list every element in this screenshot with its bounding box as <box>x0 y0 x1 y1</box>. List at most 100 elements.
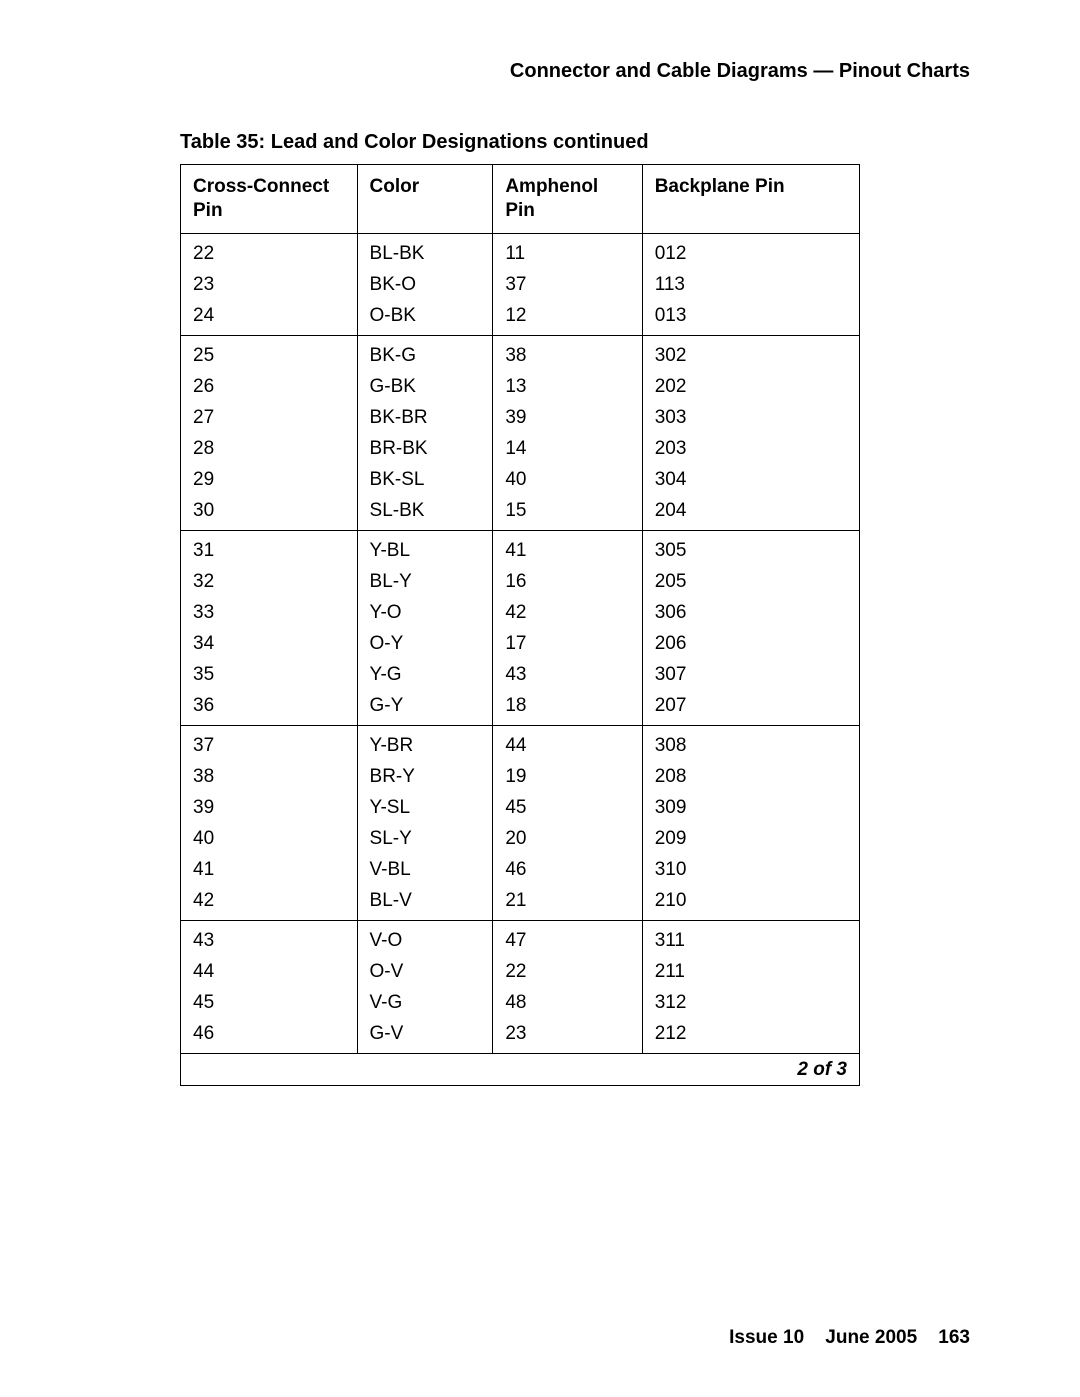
cell-cross-connect: 23 <box>181 269 358 300</box>
table-row: 26G-BK13202 <box>181 371 860 402</box>
col-backplane: Backplane Pin <box>642 165 859 234</box>
cell-amphenol: 39 <box>493 402 642 433</box>
cell-amphenol: 13 <box>493 371 642 402</box>
table-caption: Table 35: Lead and Color Designations co… <box>180 131 860 154</box>
cell-cross-connect: 24 <box>181 300 358 336</box>
cell-color: V-O <box>357 921 493 956</box>
table-pager: 2 of 3 <box>181 1053 860 1085</box>
cell-backplane: 306 <box>642 597 859 628</box>
cell-backplane: 312 <box>642 987 859 1018</box>
cell-backplane: 310 <box>642 854 859 885</box>
cell-color: Y-O <box>357 597 493 628</box>
cell-backplane: 309 <box>642 792 859 823</box>
table-row: 33Y-O42306 <box>181 597 860 628</box>
table-row: 35Y-G43307 <box>181 659 860 690</box>
cell-color: O-V <box>357 956 493 987</box>
cell-cross-connect: 39 <box>181 792 358 823</box>
table-row: 23BK-O37113 <box>181 269 860 300</box>
cell-cross-connect: 25 <box>181 336 358 371</box>
cell-backplane: 113 <box>642 269 859 300</box>
table-row: 39Y-SL45309 <box>181 792 860 823</box>
table-row: 30SL-BK15204 <box>181 495 860 531</box>
cell-cross-connect: 28 <box>181 433 358 464</box>
cell-backplane: 208 <box>642 761 859 792</box>
cell-cross-connect: 22 <box>181 233 358 269</box>
cell-color: BL-V <box>357 885 493 921</box>
cell-color: Y-BL <box>357 531 493 566</box>
cell-backplane: 210 <box>642 885 859 921</box>
cell-cross-connect: 36 <box>181 690 358 726</box>
table-row: 22BL-BK11012 <box>181 233 860 269</box>
cell-backplane: 311 <box>642 921 859 956</box>
table-row: 41V-BL46310 <box>181 854 860 885</box>
cell-amphenol: 43 <box>493 659 642 690</box>
col-color: Color <box>357 165 493 234</box>
table-row: 43V-O47311 <box>181 921 860 956</box>
cell-cross-connect: 30 <box>181 495 358 531</box>
pinout-table: Cross-Connect Pin Color Amphenol Pin Bac… <box>180 164 860 1086</box>
cell-backplane: 212 <box>642 1018 859 1054</box>
table-row: 42BL-V21210 <box>181 885 860 921</box>
cell-cross-connect: 43 <box>181 921 358 956</box>
cell-amphenol: 42 <box>493 597 642 628</box>
cell-amphenol: 21 <box>493 885 642 921</box>
cell-cross-connect: 38 <box>181 761 358 792</box>
table-row: 29BK-SL40304 <box>181 464 860 495</box>
cell-amphenol: 47 <box>493 921 642 956</box>
table-row: 24O-BK12013 <box>181 300 860 336</box>
cell-cross-connect: 33 <box>181 597 358 628</box>
table-row: 44O-V22211 <box>181 956 860 987</box>
cell-color: Y-G <box>357 659 493 690</box>
cell-color: O-Y <box>357 628 493 659</box>
cell-cross-connect: 42 <box>181 885 358 921</box>
cell-amphenol: 16 <box>493 566 642 597</box>
cell-backplane: 204 <box>642 495 859 531</box>
cell-amphenol: 15 <box>493 495 642 531</box>
table-header-row: Cross-Connect Pin Color Amphenol Pin Bac… <box>181 165 860 234</box>
cell-color: BL-Y <box>357 566 493 597</box>
cell-cross-connect: 41 <box>181 854 358 885</box>
page-footer: Issue 10 June 2005 163 <box>729 1327 970 1349</box>
cell-backplane: 303 <box>642 402 859 433</box>
cell-cross-connect: 45 <box>181 987 358 1018</box>
cell-backplane: 205 <box>642 566 859 597</box>
footer-date: June 2005 <box>825 1327 917 1348</box>
cell-amphenol: 48 <box>493 987 642 1018</box>
cell-backplane: 202 <box>642 371 859 402</box>
cell-color: BR-Y <box>357 761 493 792</box>
cell-cross-connect: 34 <box>181 628 358 659</box>
cell-cross-connect: 35 <box>181 659 358 690</box>
cell-amphenol: 23 <box>493 1018 642 1054</box>
cell-color: BK-BR <box>357 402 493 433</box>
cell-cross-connect: 37 <box>181 726 358 761</box>
table-row: 34O-Y17206 <box>181 628 860 659</box>
cell-color: BK-O <box>357 269 493 300</box>
col-cross-connect: Cross-Connect Pin <box>181 165 358 234</box>
table-row: 36G-Y18207 <box>181 690 860 726</box>
table-row: 31Y-BL41305 <box>181 531 860 566</box>
cell-backplane: 305 <box>642 531 859 566</box>
table-row: 46G-V23212 <box>181 1018 860 1054</box>
table-row: 40SL-Y20209 <box>181 823 860 854</box>
cell-backplane: 304 <box>642 464 859 495</box>
cell-backplane: 206 <box>642 628 859 659</box>
table-row: 27BK-BR39303 <box>181 402 860 433</box>
cell-amphenol: 40 <box>493 464 642 495</box>
cell-amphenol: 22 <box>493 956 642 987</box>
cell-color: Y-SL <box>357 792 493 823</box>
cell-amphenol: 14 <box>493 433 642 464</box>
cell-color: BL-BK <box>357 233 493 269</box>
cell-color: SL-Y <box>357 823 493 854</box>
cell-cross-connect: 31 <box>181 531 358 566</box>
cell-backplane: 308 <box>642 726 859 761</box>
cell-cross-connect: 29 <box>181 464 358 495</box>
cell-cross-connect: 40 <box>181 823 358 854</box>
cell-backplane: 307 <box>642 659 859 690</box>
cell-color: BK-SL <box>357 464 493 495</box>
cell-cross-connect: 44 <box>181 956 358 987</box>
table-row: 38BR-Y19208 <box>181 761 860 792</box>
cell-amphenol: 17 <box>493 628 642 659</box>
cell-color: SL-BK <box>357 495 493 531</box>
cell-backplane: 012 <box>642 233 859 269</box>
cell-amphenol: 41 <box>493 531 642 566</box>
